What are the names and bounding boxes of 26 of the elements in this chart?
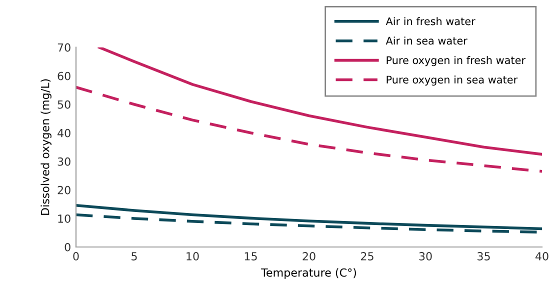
line-series [98,47,542,156]
x-tick-label: 15 [244,252,257,260]
y-tick-label: 30 [58,157,70,166]
x-tick-label: 20 [302,252,316,260]
y-tick-label: 60 [58,72,70,80]
x-axis-title: Temperature (C°) [261,268,356,279]
x-tick-label: 5 [132,252,137,260]
x-tick-label: 30 [419,252,432,260]
legend-label: Pure oxygen in sea water [386,76,518,86]
y-tick-label: 40 [58,128,70,138]
y-tick-label: 0 [64,242,70,252]
line-series [76,204,542,230]
y-tick-label: 20 [58,186,70,194]
y-tick-label: 10 [58,214,70,223]
y-tick-label: 70 [58,43,70,52]
y-tick-label: 50 [58,100,70,109]
legend-label: Air in fresh water [386,17,476,26]
legend-label: Pure oxygen in fresh water [386,56,526,66]
x-tick-label: 0 [73,252,79,260]
x-tick-label: 25 [360,252,374,260]
x-tick-label: 40 [535,252,548,260]
y-axis-title: Dissolved oxygen (mg/L) [40,79,52,215]
x-tick-label: 10 [186,252,199,260]
x-tick-label: 35 [478,252,490,260]
line-series [76,86,542,173]
legend-label: Air in sea water [386,36,468,45]
